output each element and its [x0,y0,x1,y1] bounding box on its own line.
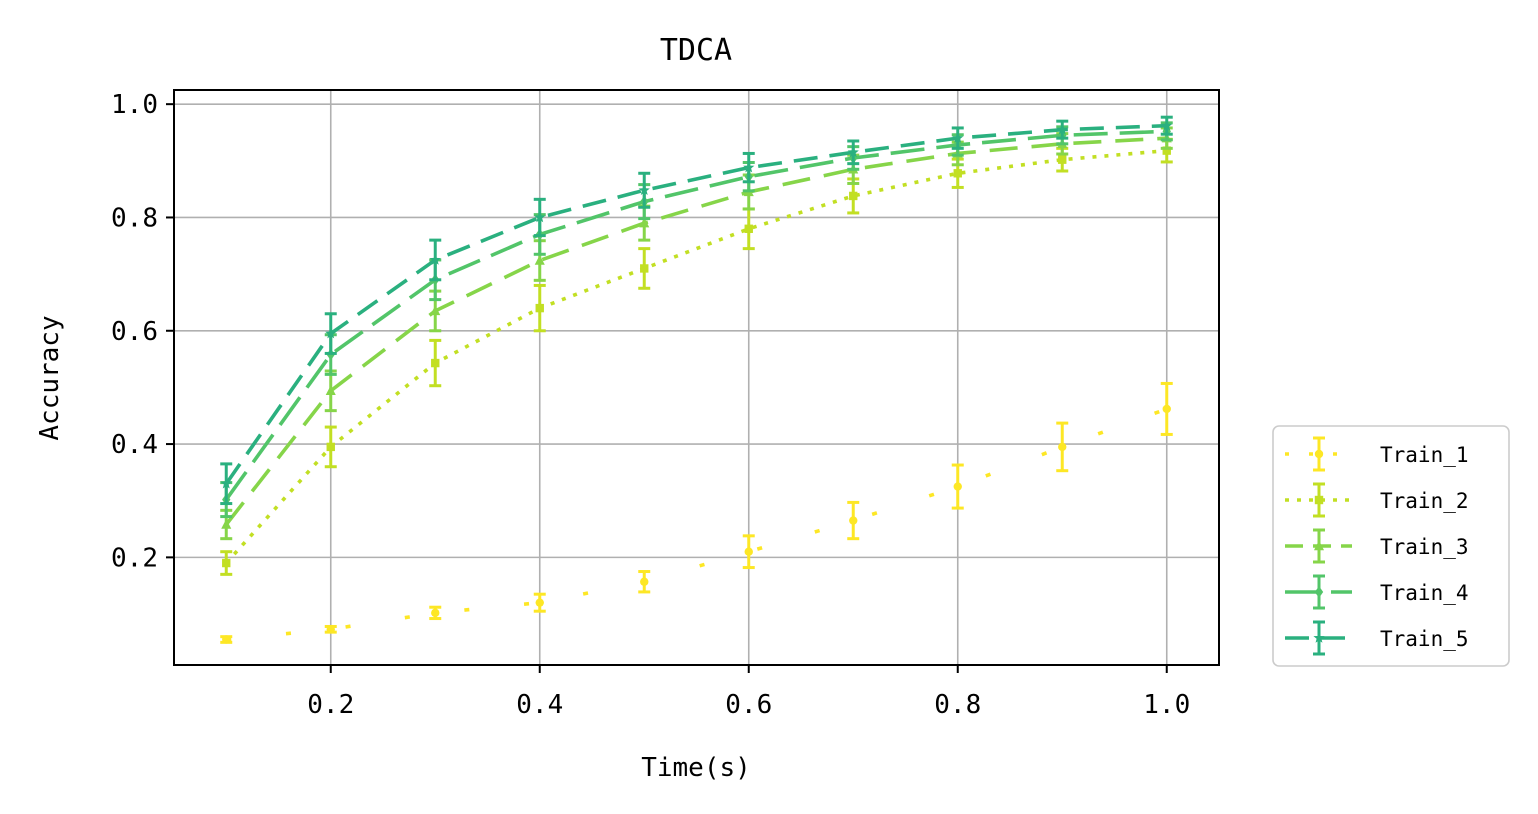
legend: Train_1 Train_2 Train_3 Train_4 Train_5 [1272,425,1510,667]
series-Train_4 [220,121,1173,519]
x-tick-label: 0.8 [934,690,981,720]
legend-marker [1313,540,1325,551]
x-tick-label: 0.4 [516,690,563,720]
series-layer [220,115,1173,644]
data-point [429,254,441,265]
series-line [224,123,1167,485]
legend-label: Train_2 [1380,489,1469,513]
data-point [325,327,337,339]
data-point [326,442,335,452]
data-point [431,608,440,618]
legend-label: Train_4 [1380,581,1469,605]
series-Train_2 [220,137,1173,576]
plot-frame [173,89,1220,666]
data-point [535,598,544,607]
series-Train_5 [220,115,1173,506]
data-point [847,146,859,158]
legend-label: Train_3 [1380,535,1469,559]
legend-marker [1314,449,1324,459]
data-point [326,625,335,634]
chart-title: TDCA [660,33,732,68]
y-axis-label: Accuracy [35,315,65,440]
data-point [1058,155,1067,164]
data-point [1162,146,1171,155]
x-axis-label: Time(s) [641,753,751,783]
data-point [953,482,962,491]
axis-ticks: 0.2 0.4 0.6 0.8 1.0 0.2 0.4 0.6 0.8 1.0 [111,90,1190,720]
y-tick-label: 0.8 [111,203,158,233]
data-point [1056,123,1068,135]
data-point [325,385,336,396]
x-tick-label: 0.6 [725,690,772,720]
data-point [220,477,232,489]
legend-item-Train_1: Train_1 [1285,436,1469,472]
data-point [952,132,964,143]
data-point [222,635,231,644]
y-tick-label: 1.0 [111,90,158,120]
data-point [534,255,545,265]
legend-label: Train_5 [1380,627,1469,651]
x-tick-label: 1.0 [1143,690,1190,720]
data-point [640,264,649,273]
data-point [849,191,858,201]
legend-item-Train_4: Train_4 [1285,574,1469,610]
data-point [430,305,441,316]
legend-item-Train_5: Train_5 [1285,620,1469,656]
legend-marker [1314,586,1324,598]
data-point [640,577,649,586]
data-point [1162,404,1171,414]
data-point [222,558,231,568]
data-point [849,516,858,525]
series-line [224,129,1167,501]
data-point [1058,442,1067,452]
data-point [221,519,232,529]
legend-label: Train_1 [1380,443,1469,467]
series-line [224,136,1167,526]
data-point [1161,119,1173,131]
y-tick-label: 0.6 [111,317,158,347]
data-point [743,161,755,173]
y-tick-label: 0.2 [111,543,158,573]
legend-marker [1314,495,1324,505]
data-point [535,303,544,313]
data-point [953,169,962,178]
series-line [224,148,1167,565]
data-point [639,217,650,228]
data-point [638,184,650,196]
legend-item-Train_2: Train_2 [1285,482,1469,518]
legend-marker [1313,632,1325,643]
y-tick-label: 0.4 [111,430,158,460]
data-point [534,211,546,223]
data-point [744,547,753,556]
data-point [431,358,440,368]
data-point [744,224,753,233]
series-Train_1 [220,381,1173,644]
x-tick-label: 0.2 [307,690,354,720]
legend-box [1272,425,1510,667]
legend-item-Train_3: Train_3 [1285,528,1469,564]
